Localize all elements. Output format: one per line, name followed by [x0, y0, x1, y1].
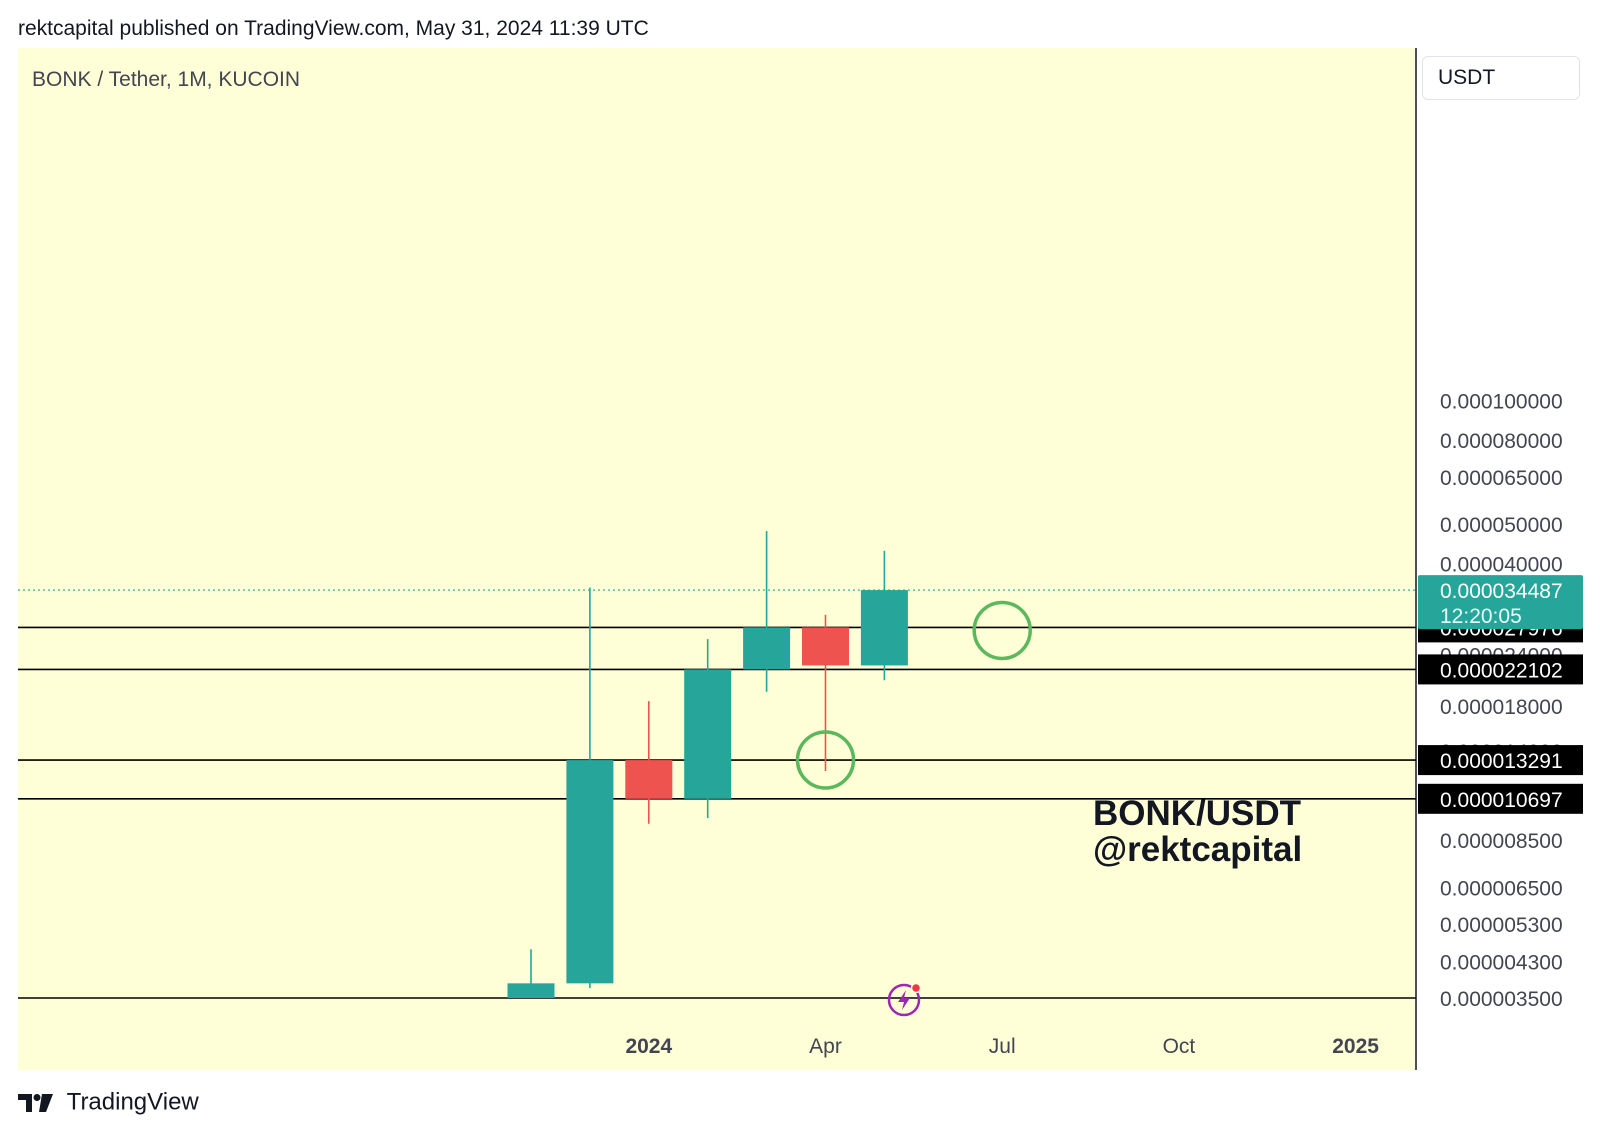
candle-2024-02[interactable] [684, 639, 732, 819]
annotation-circle-2[interactable] [972, 600, 1032, 661]
lightning-bolt-icon[interactable] [887, 981, 923, 1017]
x-tick-label: Oct [1163, 1035, 1196, 1058]
time-axis[interactable] [18, 1020, 1416, 1070]
candle-body [860, 590, 908, 666]
y-tick-label: 0.000100000 [1440, 390, 1563, 413]
x-tick-label: Apr [809, 1035, 842, 1058]
brand-name: TradingView [66, 1088, 199, 1116]
candle-2024-01[interactable] [625, 701, 673, 824]
current-price-badge [1418, 575, 1583, 630]
candle-2023-12[interactable] [566, 587, 614, 989]
symbol-label: BONK / Tether, 1M, KUCOIN [32, 68, 301, 91]
y-tick-label: 0.000006500 [1440, 878, 1563, 901]
publish-header: rektcapital published on TradingView.com… [18, 17, 649, 40]
watermark: BONK/USDT @rektcapital [1093, 796, 1302, 868]
level-price-label: 0.000010697 [1440, 789, 1563, 812]
candle-body [507, 983, 555, 998]
y-tick-label: 0.000004300 [1440, 951, 1563, 974]
candle-2024-03[interactable] [743, 531, 791, 692]
y-tick-label: 0.000003500 [1440, 988, 1563, 1011]
y-tick-label: 0.000040000 [1440, 554, 1563, 577]
candle-body [684, 669, 732, 799]
y-tick-label: 0.000005300 [1440, 914, 1563, 937]
y-tick-label: 0.000065000 [1440, 467, 1563, 490]
x-tick-label: 2025 [1332, 1035, 1379, 1058]
candle-2024-05[interactable] [860, 550, 908, 681]
watermark-author: @rektcapital [1093, 830, 1303, 869]
candle-body [566, 760, 614, 984]
x-tick-label: 2024 [625, 1035, 672, 1058]
price-axis[interactable] [1416, 48, 1583, 1070]
y-tick-label: 0.000080000 [1440, 430, 1563, 453]
countdown-label: 12:20:05 [1440, 605, 1522, 628]
level-price-label: 0.000022102 [1440, 659, 1563, 682]
plot-area[interactable] [18, 48, 1416, 1020]
candle-body [743, 627, 791, 670]
annotation-circle-1[interactable] [795, 730, 856, 790]
currency-selector[interactable]: USDT [1422, 56, 1580, 100]
candle-body [802, 627, 849, 666]
level-price-box [1418, 783, 1583, 814]
candle-2024-04[interactable] [802, 614, 849, 772]
footer-brand[interactable]: TradingView [18, 1088, 199, 1117]
watermark-pair: BONK/USDT [1093, 794, 1302, 833]
tradingview-logo-icon [18, 1093, 53, 1112]
level-price-label: 0.000013291 [1440, 750, 1563, 773]
x-tick-label: Jul [989, 1035, 1016, 1058]
candle-2023-11[interactable] [507, 949, 555, 998]
level-price-box [1418, 745, 1583, 776]
level-price-box [1418, 654, 1583, 685]
current-price-label: 0.000034487 [1440, 580, 1563, 603]
candle-body [625, 760, 673, 799]
y-tick-label: 0.000008500 [1440, 830, 1563, 853]
y-tick-label: 0.000018000 [1440, 696, 1563, 719]
y-tick-label: 0.000050000 [1440, 514, 1563, 537]
